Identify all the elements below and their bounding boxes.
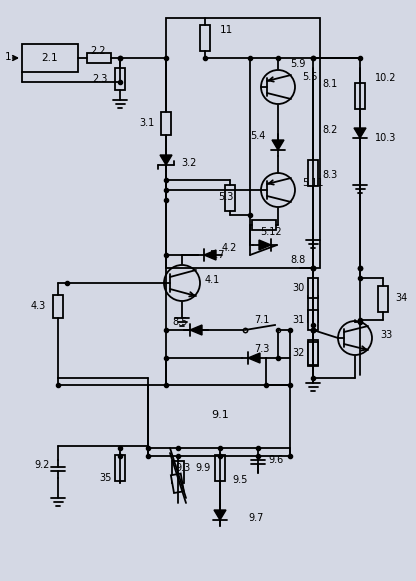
- Bar: [308, 296, 318, 322]
- Bar: [166, 18, 320, 268]
- Text: 31: 31: [293, 315, 305, 325]
- Bar: [115, 455, 125, 481]
- Text: 5.7: 5.7: [210, 250, 225, 260]
- Text: 8.3: 8.3: [322, 170, 337, 180]
- Text: 5.4: 5.4: [250, 131, 265, 141]
- Bar: [355, 83, 365, 109]
- Text: 11: 11: [220, 25, 233, 35]
- Bar: [215, 455, 225, 481]
- Bar: [161, 112, 171, 135]
- Polygon shape: [214, 510, 226, 520]
- Bar: [308, 278, 318, 298]
- Text: 4.1: 4.1: [205, 275, 220, 285]
- Text: 9.7: 9.7: [248, 513, 263, 523]
- Text: 32: 32: [292, 348, 305, 358]
- Bar: [200, 25, 210, 51]
- Text: 5.11: 5.11: [302, 178, 324, 188]
- Polygon shape: [259, 240, 271, 250]
- Text: 30: 30: [293, 283, 305, 293]
- Text: 5.9: 5.9: [290, 59, 306, 69]
- Text: 4.3: 4.3: [31, 301, 46, 311]
- Text: 34: 34: [395, 293, 407, 303]
- Text: 7.3: 7.3: [254, 344, 270, 354]
- Text: 8.2: 8.2: [322, 125, 337, 135]
- Bar: [308, 310, 318, 330]
- Text: 10.3: 10.3: [375, 133, 396, 143]
- Bar: [115, 68, 125, 90]
- Bar: [22, 44, 78, 72]
- Text: 35: 35: [99, 473, 112, 483]
- Text: 9.3: 9.3: [176, 463, 191, 473]
- Bar: [308, 339, 318, 365]
- Text: 5.5: 5.5: [302, 72, 317, 82]
- Bar: [171, 474, 184, 493]
- Text: 1: 1: [5, 52, 11, 62]
- Polygon shape: [160, 155, 172, 165]
- Bar: [87, 53, 111, 63]
- Text: 9.6: 9.6: [268, 455, 283, 465]
- Text: 8.1: 8.1: [322, 79, 337, 89]
- Text: 2.2: 2.2: [90, 46, 106, 56]
- Text: 8.5: 8.5: [173, 317, 188, 327]
- Text: 3.1: 3.1: [140, 118, 155, 128]
- Text: 9.2: 9.2: [35, 460, 50, 470]
- Text: 9.9: 9.9: [196, 463, 210, 473]
- Bar: [225, 185, 235, 210]
- Polygon shape: [190, 325, 202, 335]
- Bar: [172, 461, 184, 483]
- Bar: [378, 286, 388, 312]
- Text: 8.8: 8.8: [290, 255, 306, 265]
- Text: 2.1: 2.1: [42, 53, 58, 63]
- Text: 9.1: 9.1: [211, 410, 229, 420]
- Text: 7.1: 7.1: [254, 315, 270, 325]
- Text: 4.2: 4.2: [222, 243, 238, 253]
- Polygon shape: [272, 140, 284, 150]
- Bar: [308, 160, 318, 186]
- Text: 10.2: 10.2: [375, 73, 396, 83]
- Polygon shape: [204, 250, 216, 260]
- Bar: [308, 342, 318, 365]
- Text: 5.12: 5.12: [260, 227, 282, 237]
- Bar: [53, 295, 63, 318]
- Text: 9.5: 9.5: [232, 475, 248, 485]
- Bar: [252, 220, 276, 230]
- Text: 5.3: 5.3: [218, 192, 233, 202]
- Text: 33: 33: [380, 330, 392, 340]
- Bar: [148, 385, 290, 448]
- Text: 3.2: 3.2: [181, 158, 196, 168]
- Polygon shape: [354, 128, 366, 138]
- Polygon shape: [248, 353, 260, 363]
- Text: 2.3: 2.3: [93, 74, 108, 84]
